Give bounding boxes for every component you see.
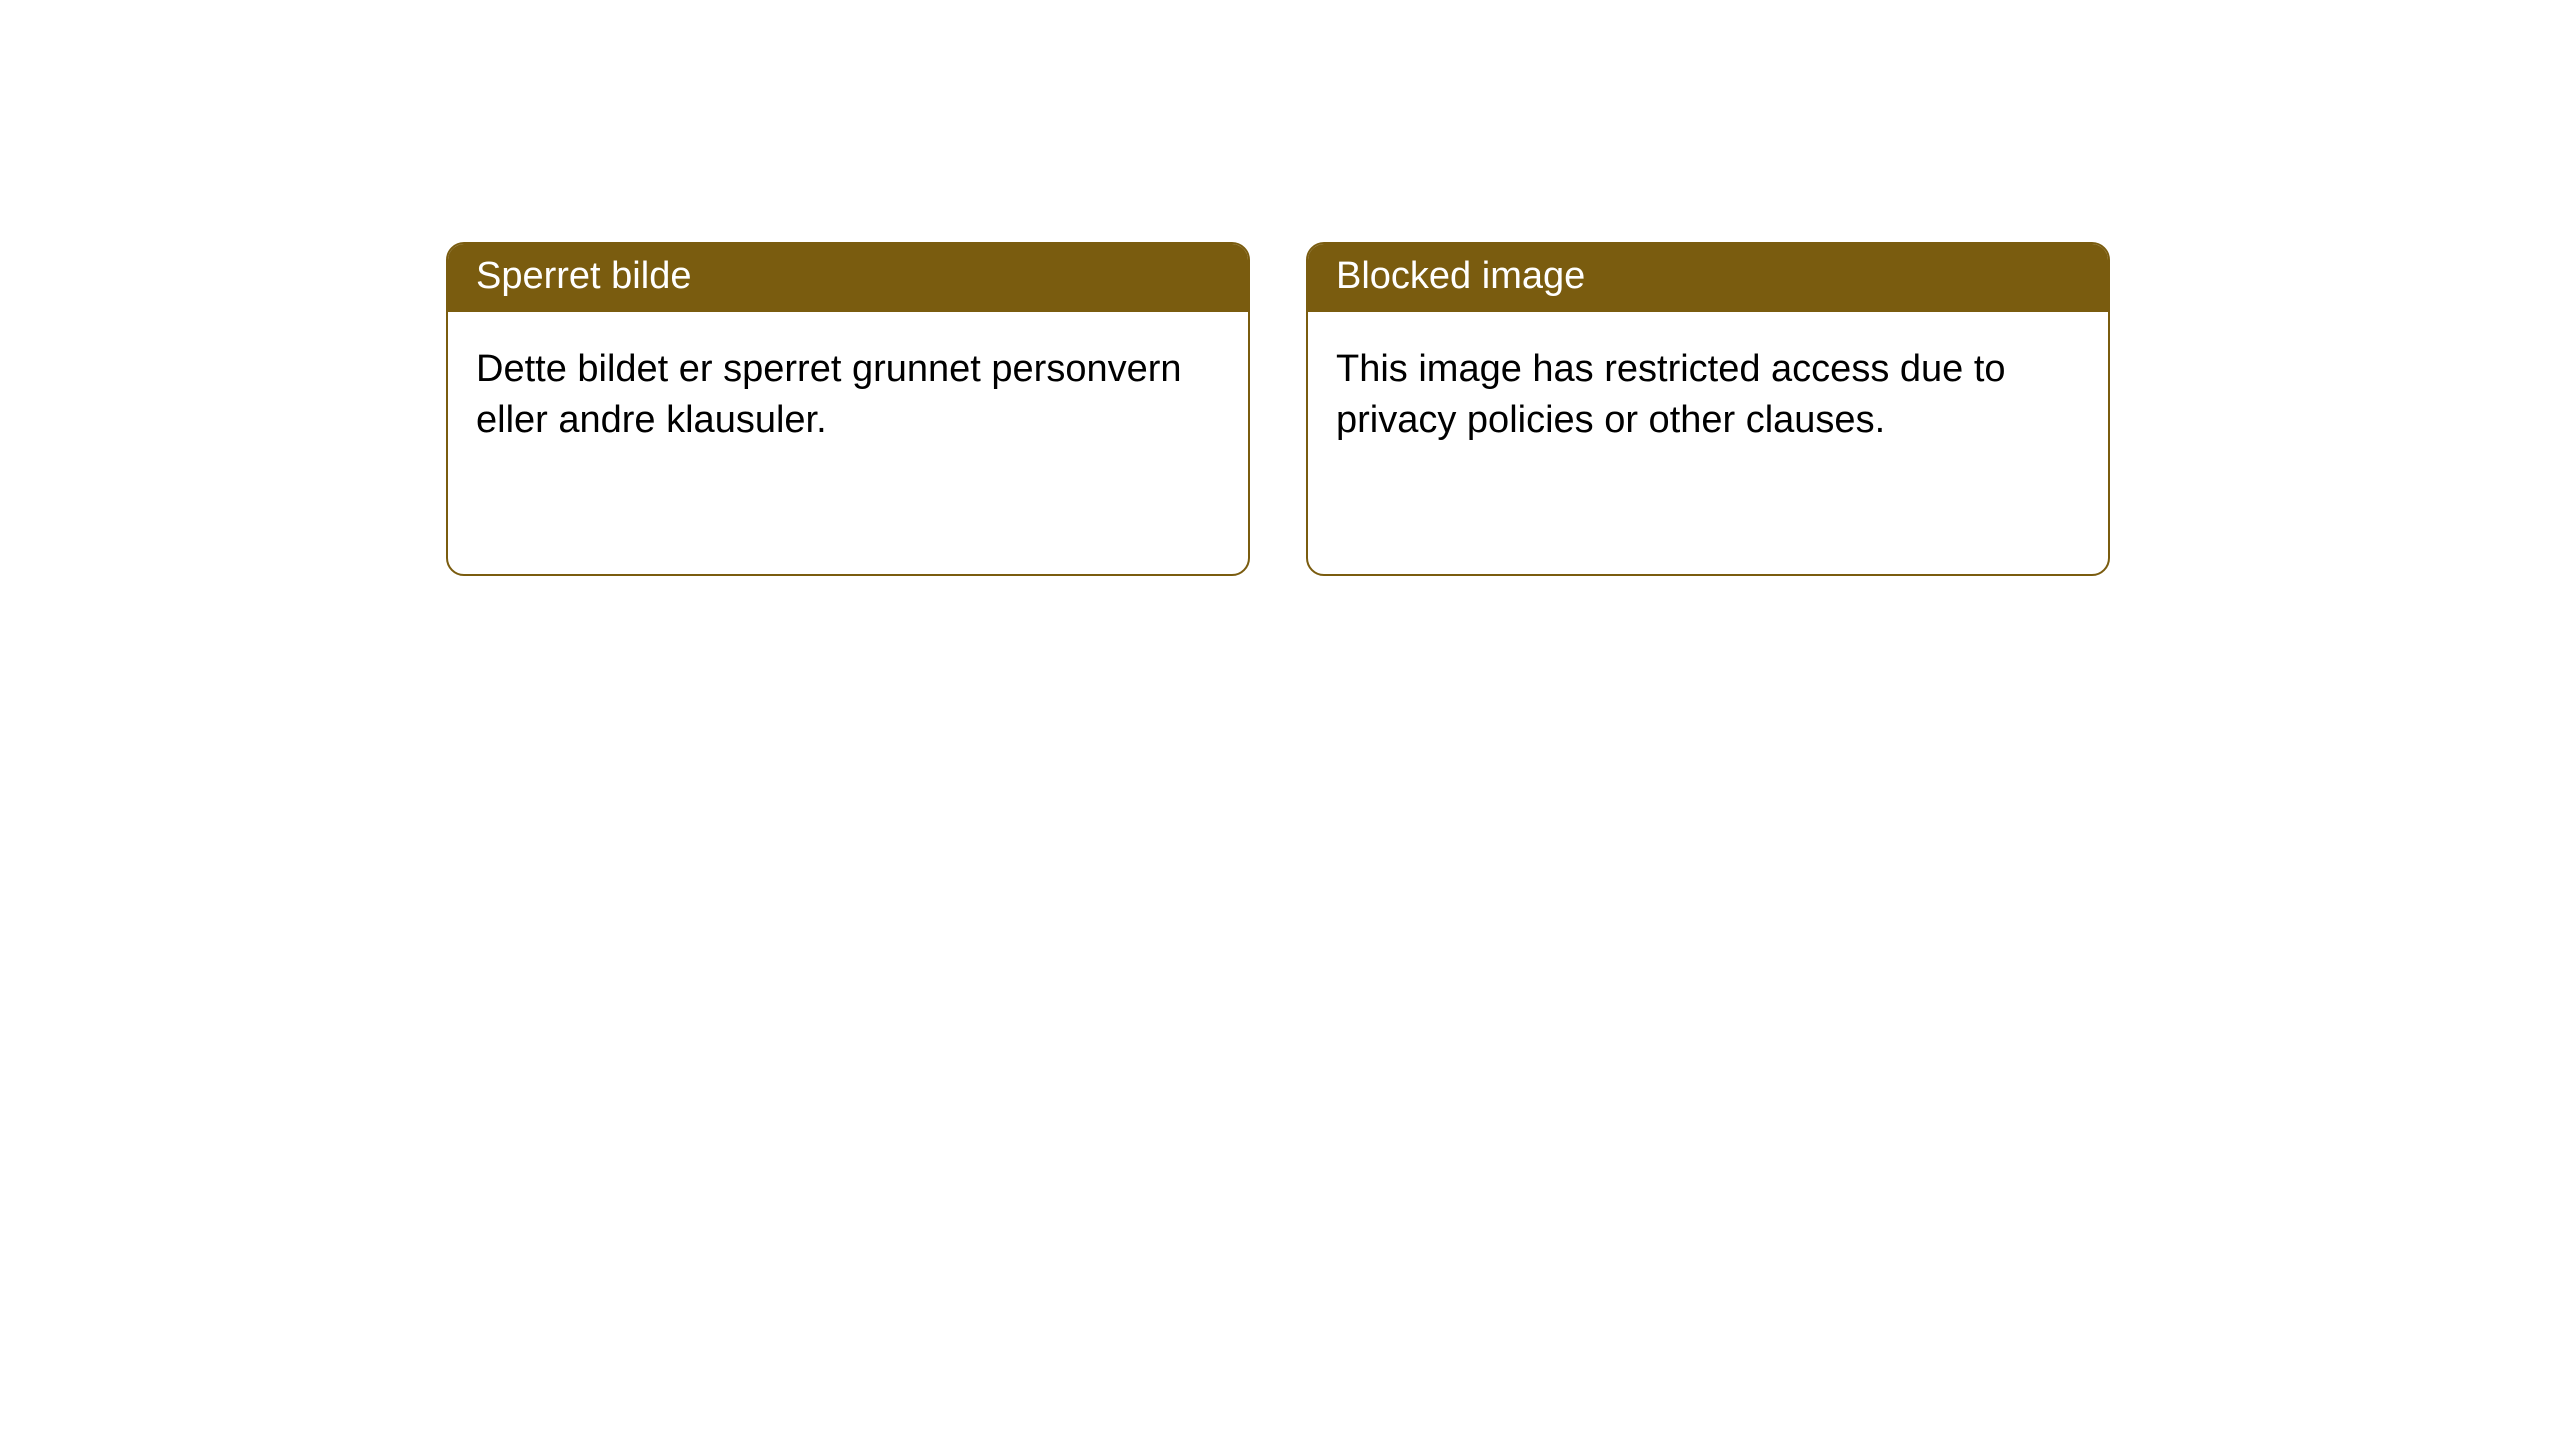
notice-title-english: Blocked image: [1308, 244, 2108, 312]
notice-body-english: This image has restricted access due to …: [1308, 312, 2108, 479]
notice-title-norwegian: Sperret bilde: [448, 244, 1248, 312]
notice-card-english: Blocked image This image has restricted …: [1306, 242, 2110, 576]
notice-container: Sperret bilde Dette bildet er sperret gr…: [0, 0, 2560, 576]
notice-body-norwegian: Dette bildet er sperret grunnet personve…: [448, 312, 1248, 479]
notice-card-norwegian: Sperret bilde Dette bildet er sperret gr…: [446, 242, 1250, 576]
